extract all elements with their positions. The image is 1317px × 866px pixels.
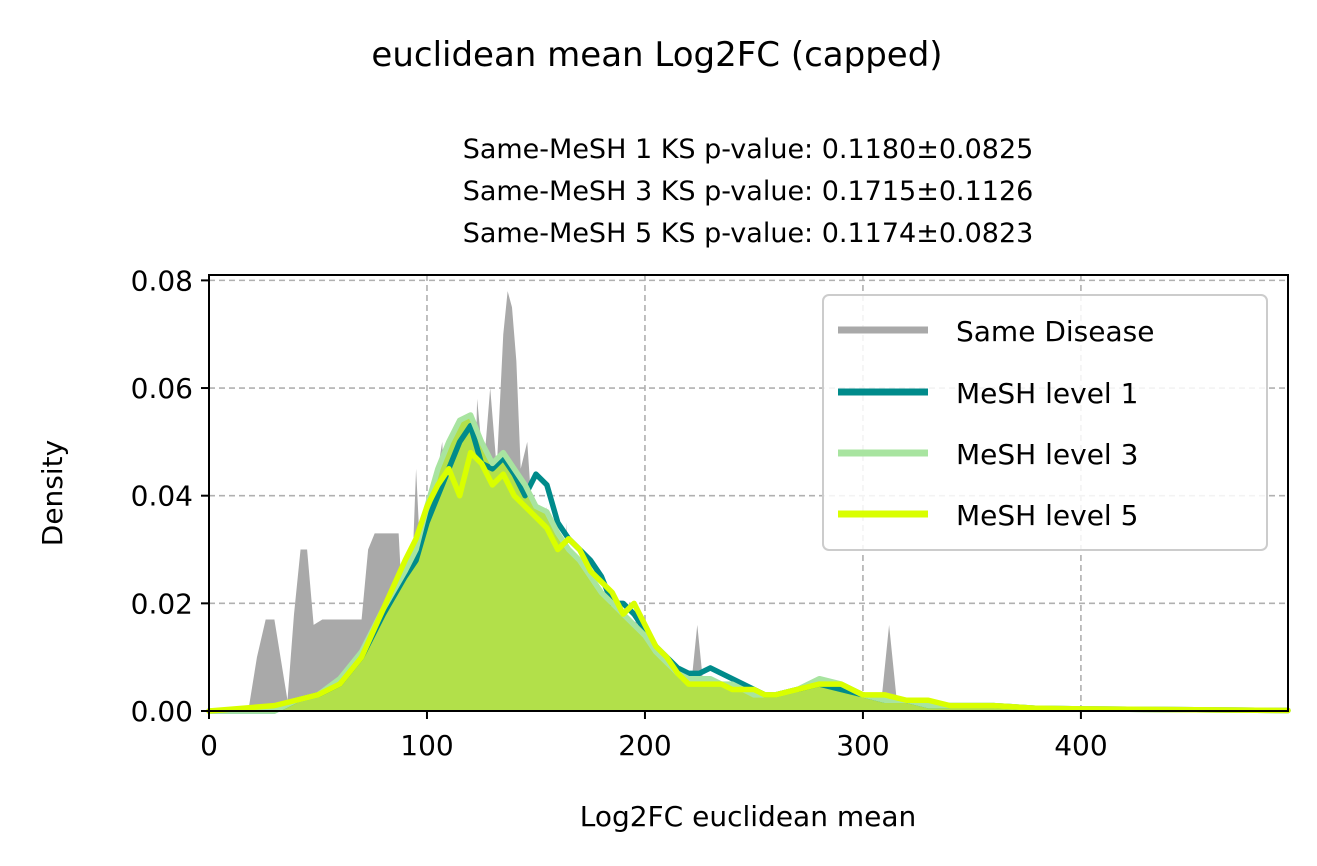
- legend-box: [822, 294, 1268, 551]
- x-tick-label: 200: [618, 729, 671, 762]
- x-tick-label: 0: [200, 729, 218, 762]
- x-axis-label: Log2FC euclidean mean: [580, 800, 917, 833]
- y-tick-label: 0.02: [131, 587, 193, 620]
- chart-subtitle-line-2: Same-MeSH 3 KS p-value: 0.1715±0.1126: [463, 176, 1034, 207]
- chart-subtitle-line-3: Same-MeSH 5 KS p-value: 0.1174±0.0823: [463, 218, 1034, 249]
- legend: Same Disease MeSH level 1 MeSH level 3 M…: [822, 294, 1268, 551]
- x-tick-label: 100: [400, 729, 453, 762]
- legend-label-mesh-level-1: MeSH level 1: [956, 377, 1138, 410]
- y-tick-label: 0.00: [131, 695, 193, 728]
- density-lines: [206, 412, 1291, 714]
- x-tick-label: 400: [1054, 729, 1107, 762]
- y-axis-label: Density: [36, 440, 69, 546]
- plot-frame: [208, 274, 1289, 712]
- y-tick-label: 0.04: [131, 480, 193, 513]
- x-tick-label: 300: [836, 729, 889, 762]
- axis-ticks: 0 100 200 300 400 0.00 0.02 0.04 0.06 0.08: [131, 264, 1108, 762]
- line-mesh-level-5: [206, 449, 1291, 714]
- legend-label-same-disease: Same Disease: [956, 315, 1154, 348]
- area-mesh-level-3: [209, 414, 1288, 711]
- legend-label-mesh-level-3: MeSH level 3: [956, 438, 1138, 471]
- chart-subtitle-line-1: Same-MeSH 1 KS p-value: 0.1180±0.0825: [463, 134, 1034, 165]
- legend-label-mesh-level-5: MeSH level 5: [956, 499, 1138, 532]
- filled-density-areas: [209, 291, 1288, 711]
- y-tick-label: 0.08: [131, 264, 193, 297]
- y-tick-label: 0.06: [131, 372, 193, 405]
- chart-suptitle: euclidean mean Log2FC (capped): [371, 35, 942, 75]
